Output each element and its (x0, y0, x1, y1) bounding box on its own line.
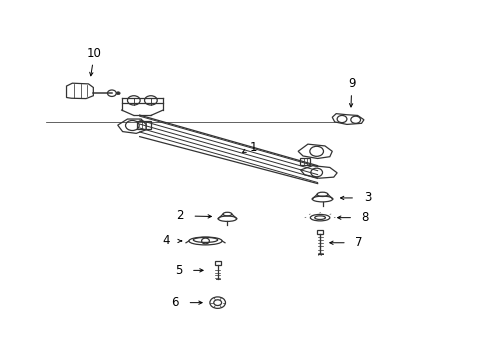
Text: 7: 7 (355, 236, 362, 249)
Text: 2: 2 (176, 210, 183, 222)
Text: 6: 6 (171, 296, 179, 309)
Text: 8: 8 (361, 211, 368, 224)
Text: 3: 3 (363, 192, 370, 204)
Text: 1: 1 (249, 140, 257, 153)
Bar (317, 230, 323, 234)
Text: 5: 5 (175, 264, 182, 277)
Circle shape (116, 92, 120, 95)
Bar (214, 261, 220, 265)
Bar (299, 158, 310, 165)
Text: 9: 9 (347, 77, 355, 90)
Bar (137, 121, 151, 129)
Text: 10: 10 (87, 47, 102, 60)
Text: 4: 4 (163, 234, 170, 247)
